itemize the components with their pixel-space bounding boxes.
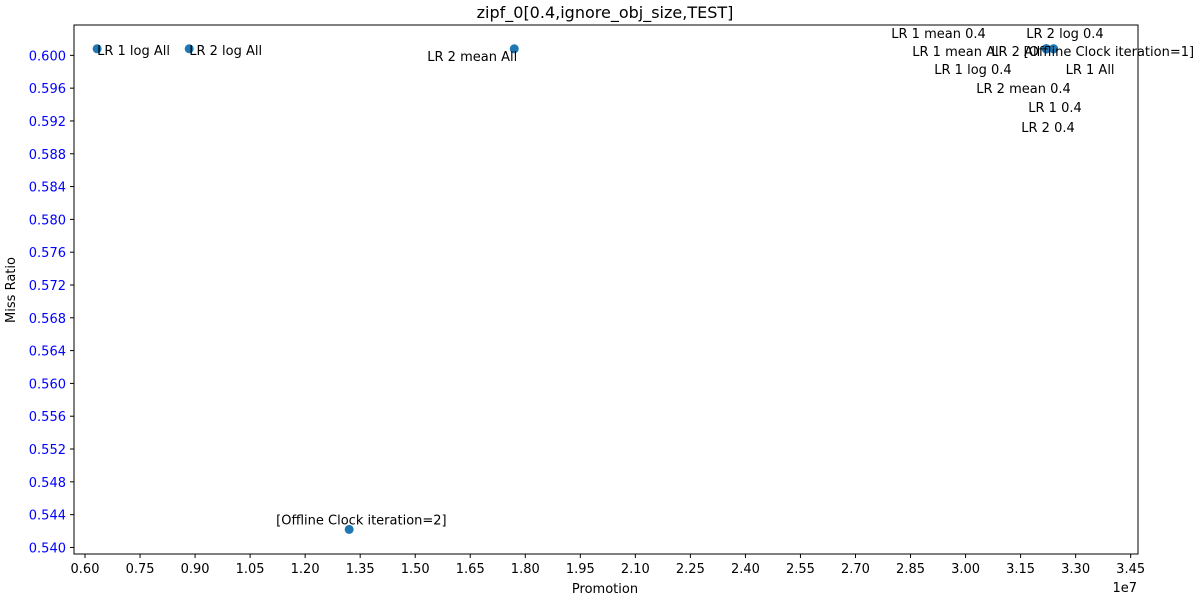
y-tick-label: 0.572 [29, 279, 66, 294]
point-label: LR 2 mean 0.4 [976, 82, 1071, 97]
y-tick-label: 0.540 [29, 541, 66, 556]
point-label: LR 1 All [1066, 63, 1115, 78]
y-tick-label: 0.552 [29, 443, 66, 458]
x-tick-label: 3.15 [1006, 562, 1035, 577]
point-label: [Offline Clock iteration=2] [276, 513, 446, 528]
y-tick-label: 0.544 [29, 509, 66, 524]
point-label: LR 1 log All [97, 44, 170, 59]
scatter-point [92, 44, 102, 54]
x-tick-label: 2.25 [676, 562, 705, 577]
point-label: LR 2 mean All [427, 50, 517, 65]
y-tick-label: 0.588 [29, 148, 66, 163]
x-tick-label: 1.65 [456, 562, 485, 577]
point-label: LR 1 mean All [912, 45, 1002, 60]
x-axis-label: Promotion [572, 582, 638, 597]
y-tick-label: 0.568 [29, 312, 66, 327]
y-tick-label: 0.548 [29, 476, 66, 491]
point-label: LR 2 0.4 [1021, 121, 1075, 136]
x-tick-label: 2.85 [896, 562, 925, 577]
x-axis-ticks: 0.60 0.75 0.90 1.05 1.20 1.35 1.50 1.65 1.80 1.95… [71, 554, 1145, 577]
y-tick-label: 0.584 [29, 181, 66, 196]
x-tick-label: 3.30 [1061, 562, 1090, 577]
y-tick-label: 0.600 [29, 49, 66, 64]
point-label: LR 2 All [991, 45, 1040, 60]
x-tick-label: 2.55 [786, 562, 815, 577]
point-label: LR 1 mean 0.4 [891, 27, 986, 42]
y-tick-label: 0.580 [29, 213, 66, 228]
point-label: LR 2 log All [189, 44, 262, 59]
y-tick-label: 0.592 [29, 115, 66, 130]
y-tick-label: 0.576 [29, 246, 66, 261]
x-tick-label: 1.20 [291, 562, 320, 577]
point-label: LR 1 log 0.4 [934, 63, 1011, 78]
x-axis-multiplier: 1e7 [1112, 581, 1137, 596]
x-tick-label: 2.40 [731, 562, 760, 577]
y-tick-label: 0.556 [29, 410, 66, 425]
x-tick-label: 0.60 [71, 562, 100, 577]
y-tick-label: 0.596 [29, 82, 66, 97]
scatter-point [1049, 44, 1059, 54]
point-label: [Offline Clock iteration=1] [1024, 45, 1194, 60]
plot-frame [73, 24, 1139, 555]
y-axis-label: Miss Ratio [4, 257, 19, 323]
data-points [92, 44, 1059, 534]
x-tick-label: 1.50 [401, 562, 430, 577]
point-label: LR 2 log 0.4 [1026, 27, 1103, 42]
x-tick-label: 3.00 [951, 562, 980, 577]
x-tick-label: 1.95 [566, 562, 595, 577]
x-tick-label: 2.70 [841, 562, 870, 577]
y-tick-label: 0.564 [29, 345, 66, 360]
y-tick-label: 0.560 [29, 377, 66, 392]
x-tick-label: 0.75 [126, 562, 155, 577]
x-tick-label: 3.45 [1116, 562, 1145, 577]
point-label: LR 1 0.4 [1028, 101, 1082, 116]
x-tick-label: 1.35 [346, 562, 375, 577]
data-point-labels: LR 1 log All LR 2 log All LR 2 mean All [Of… [97, 27, 1194, 529]
scatter-point [344, 524, 354, 534]
chart-title: zipf_0[0.4,ignore_obj_size,TEST] [477, 3, 734, 23]
scatter-point [184, 44, 194, 54]
scatter-point [509, 44, 519, 54]
x-tick-label: 2.10 [621, 562, 650, 577]
y-axis-ticks: 0.540 0.544 0.548 0.552 0.556 0.560 0.564 0.568… [29, 49, 74, 556]
x-tick-label: 1.05 [236, 562, 265, 577]
x-tick-label: 1.80 [511, 562, 540, 577]
x-tick-label: 0.90 [181, 562, 210, 577]
scatter-point [1041, 44, 1051, 54]
